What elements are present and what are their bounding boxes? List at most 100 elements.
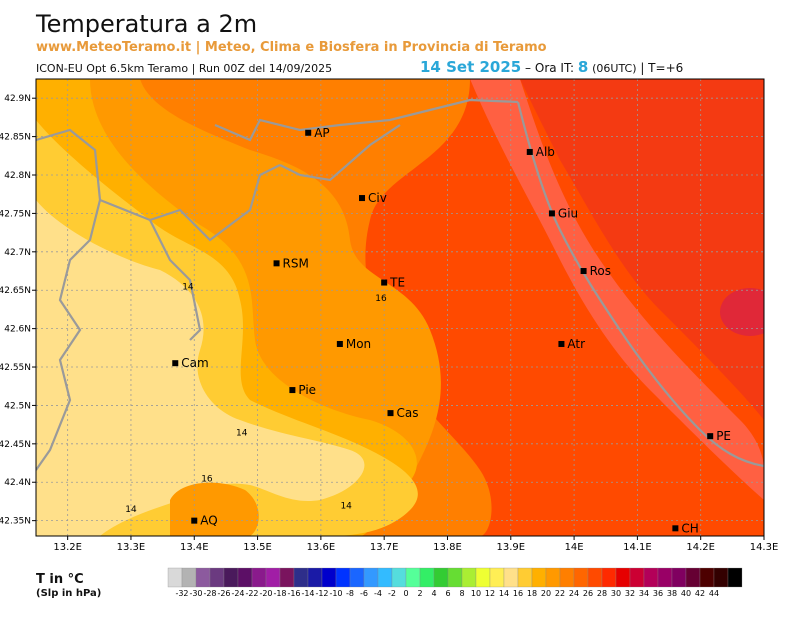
legend-swatch (671, 567, 687, 588)
legend-tick: -22 (245, 589, 258, 598)
legend-tick: -18 (273, 589, 286, 598)
lon-label: 14.3E (750, 542, 779, 553)
lon-label: 14.1E (623, 542, 652, 553)
legend-tick: -16 (287, 589, 300, 598)
lat-label: 42.9N (4, 94, 31, 104)
lat-label: 42.45N (0, 440, 31, 450)
legend-swatch (685, 567, 701, 588)
legend-swatch (573, 567, 589, 588)
legend-tick: -12 (315, 589, 328, 598)
lon-label: 13.2E (53, 542, 82, 553)
city-label: Cas (397, 406, 419, 420)
legend-swatch (489, 567, 505, 588)
lat-label: 42.5N (4, 401, 31, 411)
legend-tick: 0 (403, 589, 408, 598)
legend-tick: 36 (653, 589, 663, 598)
city-label: Civ (368, 191, 387, 205)
city-marker[interactable] (305, 129, 312, 136)
legend-swatch (251, 567, 267, 588)
temp-pocket-aq (170, 482, 259, 536)
legend-tick: -32 (175, 589, 188, 598)
legend-tick: 32 (625, 589, 635, 598)
legend-tick: 22 (555, 589, 565, 598)
map-frame (35, 78, 765, 537)
legend-swatch (587, 567, 603, 588)
legend-swatch (391, 567, 407, 588)
city-marker[interactable] (558, 340, 565, 347)
lat-label: 42.75N (0, 209, 31, 219)
legend-swatch (223, 567, 239, 588)
legend-tick: 18 (527, 589, 537, 598)
site-subtitle[interactable]: www.MeteoTeramo.it | Meteo, Clima e Bios… (36, 40, 547, 55)
city-marker[interactable] (526, 148, 533, 155)
legend-swatch (237, 567, 253, 588)
legend-swatch (293, 567, 309, 588)
legend-swatch (433, 567, 449, 588)
legend-tick: 26 (583, 589, 593, 598)
lat-label: 42.55N (0, 363, 31, 373)
map-title: Temperatura a 2m (36, 10, 258, 38)
legend-swatch (699, 567, 715, 588)
city-label: Ros (590, 264, 611, 278)
city-label: Pie (298, 383, 316, 397)
legend-subtitle: (Slp in hPa) (36, 588, 102, 599)
time-offset: | T=+6 (640, 61, 684, 75)
legend-tick: 44 (709, 589, 719, 598)
lon-label: 13.3E (117, 542, 146, 553)
contour-label: 16 (201, 474, 213, 484)
city-markers: AP Alb Civ Giu RSM TE Ros Mon Atr Cam Pie Cas PE AQ CH (172, 126, 731, 535)
legend-swatch (195, 567, 211, 588)
map-grid (36, 79, 765, 536)
legend-tick: -10 (329, 589, 342, 598)
city-label: Alb (536, 145, 555, 159)
city-marker[interactable] (707, 433, 714, 440)
contour-label: 14 (125, 505, 137, 515)
city-marker[interactable] (289, 387, 296, 394)
utc-time: (06UTC) (592, 62, 637, 75)
city-label: Cam (181, 356, 208, 370)
legend-swatch (559, 567, 575, 588)
legend-swatch (727, 567, 743, 588)
legend-tick: -2 (388, 589, 396, 598)
city-marker[interactable] (548, 210, 555, 217)
city-marker[interactable] (580, 268, 587, 275)
lon-label: 14E (565, 542, 584, 553)
legend-tick: -4 (374, 589, 382, 598)
contour-label: 14 (236, 428, 248, 438)
city-marker[interactable] (672, 525, 679, 532)
city-label: Atr (567, 337, 585, 351)
legend-swatch (265, 567, 281, 588)
legend-tick: 40 (681, 589, 691, 598)
run-info: ICON-EU Opt 6.5km Teramo | Run 00Z del 1… (36, 62, 333, 75)
temp-sea (520, 79, 764, 420)
forecast-date: 14 Set 2025 (420, 58, 522, 76)
city-marker[interactable] (172, 360, 179, 367)
legend-tick: -30 (189, 589, 202, 598)
lat-label: 42.6N (4, 325, 31, 335)
city-marker[interactable] (381, 279, 388, 286)
regional-border-3 (36, 128, 102, 471)
legend-swatch (461, 567, 477, 588)
city-marker[interactable] (273, 260, 280, 267)
legend-tick: 20 (541, 589, 551, 598)
temp-band-12 (36, 200, 365, 536)
legend-swatch (629, 567, 645, 588)
city-marker[interactable] (191, 517, 198, 524)
legend-swatch (447, 567, 463, 588)
city-marker[interactable] (336, 340, 343, 347)
legend-tick: 16 (513, 589, 523, 598)
legend-swatch (475, 567, 491, 588)
legend-tick: -28 (203, 589, 216, 598)
city-label: Mon (346, 337, 371, 351)
legend-tick: 2 (417, 589, 422, 598)
forecast-time: 14 Set 2025 – Ora IT: 8 (06UTC) | T=+6 (420, 58, 683, 76)
lat-label: 42.35N (0, 517, 31, 527)
legend-swatch (503, 567, 519, 588)
lat-label: 42.8N (4, 171, 31, 181)
legend-tick: 4 (431, 589, 436, 598)
city-marker[interactable] (359, 195, 366, 202)
city-marker[interactable] (387, 410, 394, 417)
legend-swatch (307, 567, 323, 588)
legend-swatch (713, 567, 729, 588)
